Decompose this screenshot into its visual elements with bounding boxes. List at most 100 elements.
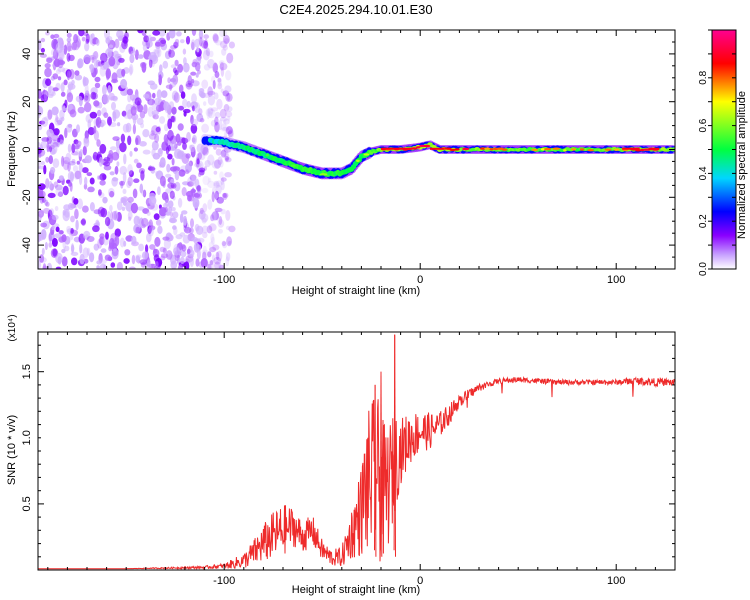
noise-blob: [93, 100, 100, 107]
noise-blob: [57, 191, 64, 197]
noise-blob: [122, 123, 130, 133]
noise-blob: [216, 250, 223, 262]
noise-blob: [225, 92, 233, 102]
noise-blob: [166, 163, 171, 173]
noise-blob: [128, 266, 136, 269]
noise-blob: [154, 236, 161, 247]
noise-blob: [186, 131, 191, 142]
noise-blob: [214, 159, 221, 169]
noise-blob: [133, 158, 139, 164]
noise-blob: [136, 117, 144, 125]
noise-blob: [142, 208, 150, 214]
noise-blob: [203, 34, 210, 39]
noise-blob: [185, 35, 191, 45]
noise-blob: [211, 75, 216, 83]
noise-blob: [178, 84, 184, 94]
noise-blob: [69, 171, 74, 183]
noise-blob: [139, 141, 147, 147]
noise-blob: [131, 254, 136, 265]
noise-blob: [40, 161, 45, 166]
noise-blob: [38, 147, 42, 155]
noise-blob: [179, 213, 184, 224]
ridge-hotspot: [449, 148, 456, 152]
noise-blob: [227, 130, 234, 138]
noise-blob: [213, 92, 219, 100]
snr-series-line: [38, 375, 675, 570]
noise-blob: [109, 190, 115, 198]
noise-blob: [74, 74, 83, 81]
noise-blob: [89, 252, 95, 263]
noise-blob: [191, 30, 197, 36]
noise-blob: [111, 151, 120, 161]
noise-blob: [155, 126, 161, 133]
noise-blob: [148, 57, 153, 69]
noise-blob: [140, 170, 145, 181]
noise-blob: [215, 251, 220, 261]
noise-blob: [183, 111, 187, 117]
noise-blob: [155, 261, 159, 268]
noise-blob: [83, 137, 90, 148]
noise-blob: [207, 86, 213, 98]
noise-blob: [151, 125, 159, 136]
noise-blob: [42, 263, 47, 269]
noise-blob: [80, 219, 86, 225]
noise-blob: [137, 104, 144, 113]
noise-blob: [84, 95, 89, 101]
noise-blob: [96, 109, 102, 117]
noise-blob: [210, 119, 217, 127]
noise-blob: [216, 98, 223, 110]
noise-blob: [132, 115, 137, 125]
noise-blob: [220, 208, 226, 215]
noise-blob: [71, 143, 76, 154]
noise-blob: [215, 148, 222, 156]
noise-blob: [176, 31, 182, 37]
spectrogram-ridge: [200, 133, 675, 180]
noise-blob: [162, 60, 169, 69]
noise-blob: [129, 150, 133, 157]
noise-blob: [93, 243, 100, 251]
noise-blob: [187, 181, 194, 187]
noise-blob: [71, 41, 77, 51]
noise-blob: [45, 31, 50, 36]
noise-blob: [57, 76, 62, 81]
noise-blob: [62, 156, 71, 165]
noise-blob: [82, 205, 89, 213]
noise-blob: [169, 216, 176, 223]
noise-blob: [38, 142, 41, 147]
noise-blob: [196, 158, 200, 165]
noise-blob: [217, 219, 225, 228]
noise-blob: [76, 124, 80, 133]
noise-blob: [38, 89, 42, 99]
spectrogram-x-label: Height of straight line (km): [292, 285, 420, 297]
noise-blob: [108, 44, 114, 49]
noise-blob: [219, 60, 225, 66]
noise-blob: [222, 241, 228, 249]
noise-blob: [87, 127, 95, 136]
noise-blob: [202, 147, 209, 156]
noise-blob: [201, 40, 208, 49]
noise-blob: [221, 48, 227, 56]
noise-blob: [190, 118, 199, 127]
noise-blob: [195, 225, 204, 235]
noise-blob: [142, 149, 151, 155]
noise-blob: [127, 164, 133, 175]
noise-blob: [137, 54, 144, 59]
noise-blob: [61, 234, 67, 243]
noise-blob: [155, 41, 161, 47]
noise-blob: [130, 106, 137, 116]
noise-blob: [89, 177, 95, 185]
noise-blob: [49, 208, 54, 217]
noise-blob: [70, 243, 75, 254]
noise-blob: [224, 155, 229, 161]
noise-blob: [74, 208, 79, 220]
noise-blob: [48, 242, 53, 248]
noise-blob: [79, 149, 83, 158]
noise-blob: [202, 245, 207, 255]
noise-blob: [195, 61, 201, 72]
noise-blob: [70, 215, 75, 223]
noise-blob: [74, 149, 80, 156]
ridge-hotspot: [363, 153, 370, 156]
noise-blob: [220, 177, 225, 185]
noise-blob: [41, 137, 50, 142]
